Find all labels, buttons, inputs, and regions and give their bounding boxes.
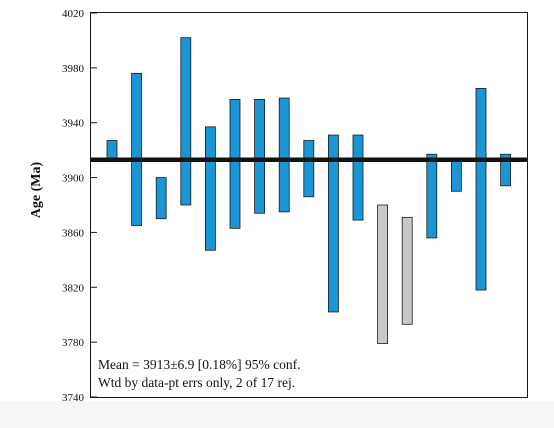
error-bar xyxy=(131,72,143,226)
error-bar xyxy=(278,97,290,213)
error-bar xyxy=(204,126,216,251)
y-axis: 3740 3780 3820 3860 3900 3940 3980 4020 xyxy=(62,8,97,404)
error-bars xyxy=(106,37,512,344)
y-tick-label: 3980 xyxy=(62,63,85,75)
mean-annotation: Mean = 3913±6.9 [0.18%] 95% conf. xyxy=(98,357,300,372)
page-footer-band xyxy=(0,401,554,428)
error-bar xyxy=(106,140,118,161)
error-bar xyxy=(450,160,462,192)
rejected-error-bar xyxy=(377,204,389,344)
error-bar xyxy=(352,134,364,221)
y-tick-label: 3860 xyxy=(62,227,85,239)
error-bar xyxy=(426,153,438,239)
rejected-error-bar xyxy=(401,216,413,325)
y-tick-label: 4020 xyxy=(62,8,85,20)
y-tick-label: 3820 xyxy=(62,282,85,294)
error-bar xyxy=(500,153,512,187)
error-bar xyxy=(303,140,315,198)
error-bar xyxy=(155,177,167,220)
y-tick-label: 3900 xyxy=(62,173,85,185)
error-bar xyxy=(229,99,241,229)
y-axis-title: Age (Ma) xyxy=(29,161,44,218)
y-tick-label: 3940 xyxy=(62,118,85,130)
rejection-annotation: Wtd by data-pt errs only, 2 of 17 rej. xyxy=(98,375,295,390)
error-bar xyxy=(475,88,487,291)
error-bar xyxy=(254,99,266,214)
error-bar xyxy=(327,134,339,313)
y-tick-label: 3780 xyxy=(62,337,85,349)
error-bar xyxy=(180,37,192,206)
y-tick-label: 3740 xyxy=(62,392,85,404)
